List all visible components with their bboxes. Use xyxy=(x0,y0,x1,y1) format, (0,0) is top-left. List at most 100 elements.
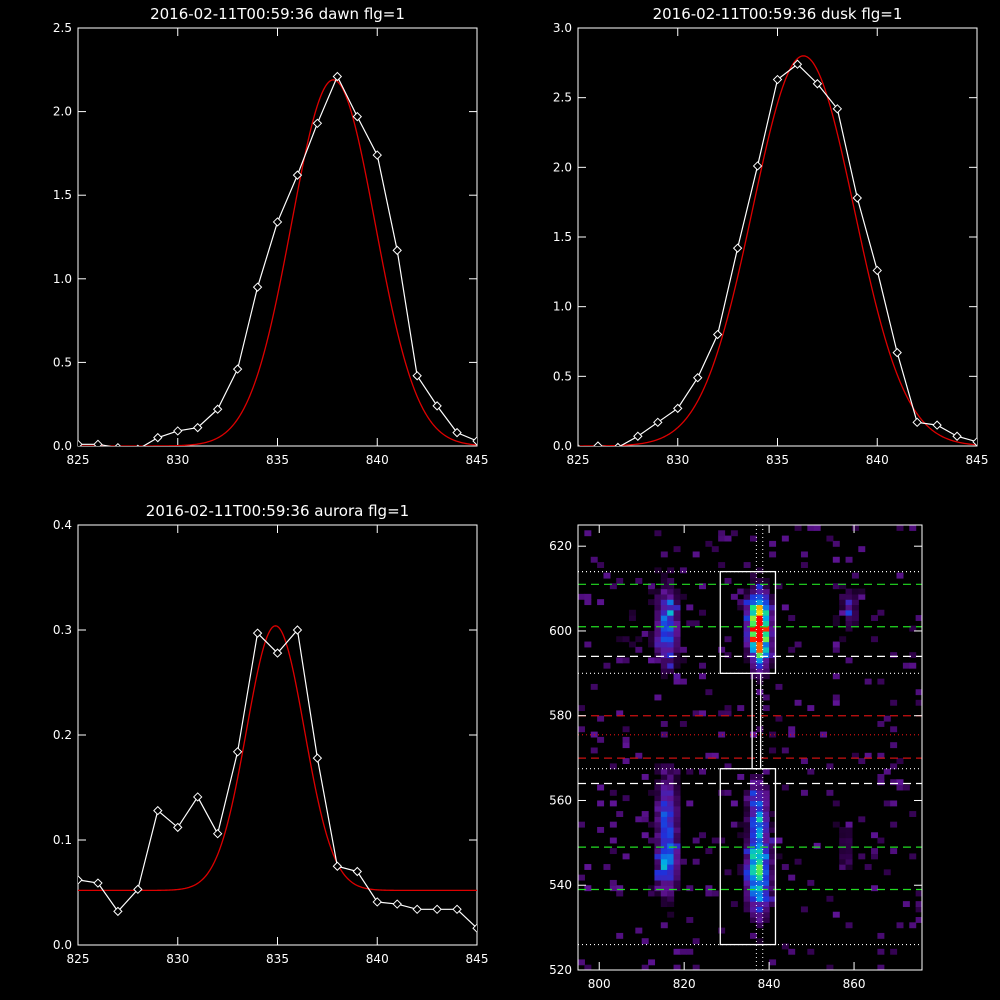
heat-cell xyxy=(883,715,891,722)
heat-cell xyxy=(877,964,885,970)
heat-cell xyxy=(603,864,611,870)
heat-cell xyxy=(756,826,764,833)
heat-cell xyxy=(660,588,668,595)
heat-cell xyxy=(762,768,770,775)
y-tick-label: 540 xyxy=(549,878,572,892)
heat-cell xyxy=(737,869,745,876)
heat-cell xyxy=(737,599,745,606)
heat-cell xyxy=(762,662,770,669)
heat-cell xyxy=(769,657,777,664)
heat-cell xyxy=(864,752,872,759)
heat-cell xyxy=(730,901,738,908)
heat-cell xyxy=(743,593,751,600)
heat-cell xyxy=(603,572,611,579)
heat-cell xyxy=(756,630,764,637)
heat-cell xyxy=(762,879,770,886)
heat-cell xyxy=(769,641,777,648)
heat-cell xyxy=(648,959,656,966)
data-point xyxy=(113,906,123,917)
window-box xyxy=(719,768,777,946)
heat-cell xyxy=(635,752,643,759)
heat-cell xyxy=(750,625,757,632)
heat-cell xyxy=(750,816,757,823)
y-tick-label: 0.0 xyxy=(53,439,72,453)
heat-cell xyxy=(858,588,866,595)
heat-cell xyxy=(660,885,668,892)
heat-cell xyxy=(756,652,764,659)
heat-cell xyxy=(705,752,713,759)
plot-frame xyxy=(77,524,478,946)
heat-cell xyxy=(718,535,726,542)
heat-cell xyxy=(845,609,853,616)
data-line xyxy=(593,63,977,446)
heat-cell xyxy=(584,593,592,600)
heat-cell xyxy=(667,837,675,844)
heat-cell xyxy=(648,636,656,643)
heat-cell xyxy=(756,853,764,860)
heat-cell xyxy=(750,668,757,674)
heat-cell xyxy=(800,906,808,913)
heat-cell xyxy=(654,599,662,606)
heat-cell xyxy=(667,593,675,600)
heat-cell xyxy=(660,789,668,796)
heat-cell xyxy=(667,567,675,574)
data-point xyxy=(352,111,363,122)
heat-cell xyxy=(724,869,732,876)
chart-title: 2016-02-11T00:59:36 dusk flg=1 xyxy=(653,5,903,23)
heat-cell xyxy=(909,625,917,632)
heat-cell xyxy=(578,593,585,600)
heat-cell xyxy=(756,805,764,812)
data-point xyxy=(93,878,103,888)
heat-cell xyxy=(654,694,662,701)
heat-cell xyxy=(673,826,681,833)
heat-cell xyxy=(660,842,668,849)
heat-cell xyxy=(756,588,764,595)
heat-cell xyxy=(609,800,617,807)
heat-cell xyxy=(616,885,624,892)
heat-cell xyxy=(909,662,917,669)
heat-cell xyxy=(673,948,681,955)
heat-cell xyxy=(902,784,910,791)
heat-cell xyxy=(616,636,624,643)
heat-cell xyxy=(686,800,694,807)
heat-cell xyxy=(807,768,815,775)
heat-cell xyxy=(673,546,681,553)
heat-cell xyxy=(775,583,783,590)
heat-cell xyxy=(762,593,770,600)
heat-cell xyxy=(654,848,662,855)
heat-cell xyxy=(813,525,821,531)
heat-cell xyxy=(673,885,681,892)
heat-cell xyxy=(673,599,681,606)
heat-cell xyxy=(839,609,847,616)
heat-cell xyxy=(743,853,751,860)
heat-cell xyxy=(769,890,777,897)
heat-cell xyxy=(673,652,681,659)
heat-cell xyxy=(654,657,662,664)
y-tick-label: 0.5 xyxy=(53,355,72,369)
heat-cell xyxy=(750,646,757,653)
heat-cell xyxy=(756,848,764,855)
heat-cell xyxy=(756,821,764,828)
heat-cell xyxy=(851,615,859,621)
heat-cell xyxy=(648,599,656,606)
heat-cell xyxy=(679,678,687,685)
heat-cell xyxy=(794,525,802,531)
heat-cell xyxy=(597,599,605,606)
heat-cell xyxy=(750,662,757,669)
heat-cell xyxy=(660,646,668,653)
heat-cell xyxy=(896,525,904,531)
heat-cell xyxy=(667,641,675,648)
heat-cell xyxy=(654,842,662,849)
heat-cell xyxy=(667,885,675,892)
heat-cell xyxy=(807,948,815,955)
heat-cell xyxy=(883,869,891,876)
heat-cell xyxy=(673,816,681,823)
heat-cell xyxy=(845,556,853,563)
heat-cell xyxy=(724,636,732,643)
heat-cell xyxy=(877,948,885,955)
heat-cell xyxy=(769,869,777,876)
heat-cell xyxy=(673,625,681,632)
x-tick-label: 825 xyxy=(67,453,90,467)
heat-cell xyxy=(762,842,770,849)
